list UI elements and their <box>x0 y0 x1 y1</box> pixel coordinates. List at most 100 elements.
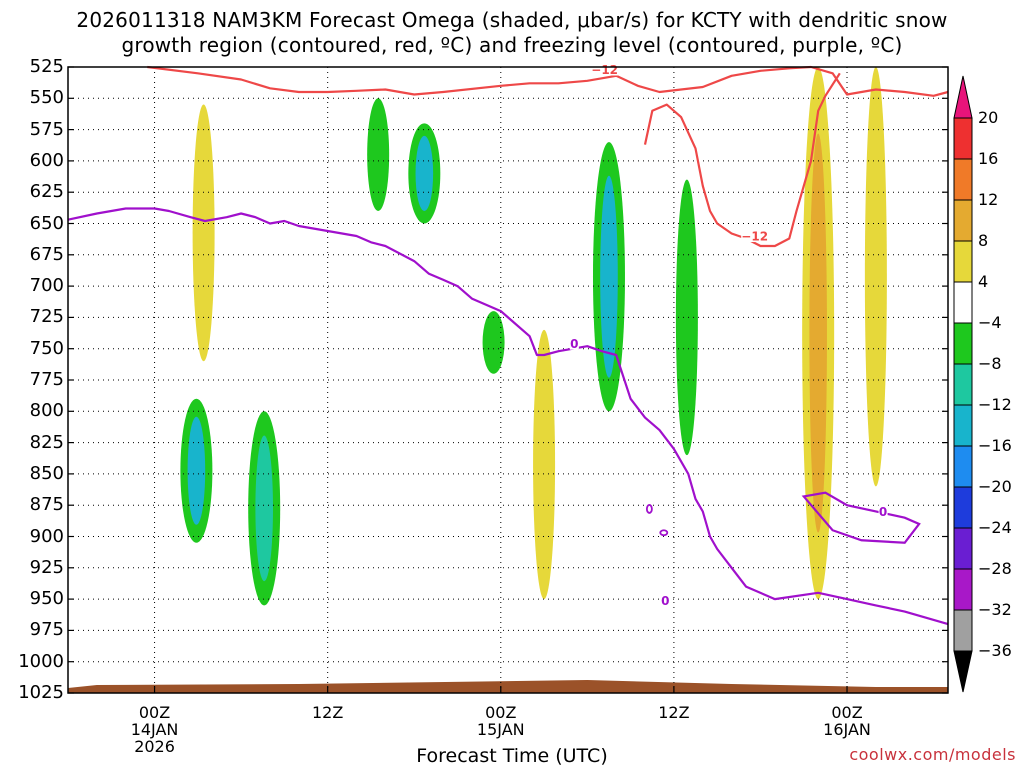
contour-dendritic_growth_lower_-12C <box>643 72 841 248</box>
colorbar-label: −24 <box>978 518 1012 537</box>
colorbar-label: 8 <box>978 231 989 250</box>
freezing-island-3 <box>659 529 669 537</box>
omega-region-8 <box>675 179 698 456</box>
colorbar-label: 4 <box>978 272 989 291</box>
contour-freezing_level_0C <box>67 207 949 626</box>
colorbar-box-2 <box>953 199 973 242</box>
y-tick-label: 900 <box>29 525 64 547</box>
colorbar-label: 20 <box>978 108 999 127</box>
colorbar-box-10 <box>953 527 973 570</box>
contour-label-freezing_c: 0 <box>879 505 887 519</box>
y-tick-label: 525 <box>29 56 64 77</box>
y-tick-label: 775 <box>29 369 64 390</box>
colorbar-label: −4 <box>978 313 1002 332</box>
x-tick-label-line: 00Z <box>831 703 863 722</box>
contour-label-bg-dgz_lower <box>741 229 769 243</box>
colorbar-box-11 <box>953 568 973 611</box>
x-tick-label-line: 12Z <box>312 703 344 722</box>
x-tick-label-line: 2026 <box>134 737 175 756</box>
y-tick-label: 725 <box>29 306 64 328</box>
colorbar-label: −36 <box>978 641 1012 660</box>
colorbar-box-12 <box>953 609 973 652</box>
contour-label-freezing_a: 0 <box>570 337 578 351</box>
colorbar-box-6 <box>953 363 973 406</box>
x-tick-label-line: 00Z <box>138 703 171 722</box>
colorbar-label: 16 <box>978 149 999 168</box>
y-tick-label: 575 <box>29 118 64 140</box>
y-tick-label: 875 <box>29 494 64 516</box>
omega-core-3 <box>415 135 434 211</box>
colorbar-label: −28 <box>978 559 1012 578</box>
colorbar-box-9 <box>953 486 973 529</box>
y-tick-label: 850 <box>29 462 64 484</box>
contour-layer <box>67 65 949 626</box>
colorbar-box-8 <box>953 445 973 488</box>
colorbar-label: 12 <box>978 190 999 209</box>
omega-core-7 <box>255 435 273 582</box>
y-tick-label: 750 <box>29 337 64 359</box>
colorbar-box-5 <box>953 322 973 365</box>
terrain-fill <box>68 680 948 693</box>
y-tick-label: 975 <box>29 619 64 641</box>
y-tick-label: 625 <box>29 181 64 203</box>
y-tick-label: 1025 <box>18 682 64 703</box>
x-tick-label-line: 15JAN <box>476 720 525 739</box>
x-tick-label-line: 00Z <box>485 703 517 722</box>
freezing-island-2 <box>645 504 653 514</box>
colorbar-label: −32 <box>978 600 1012 619</box>
y-tick-label: 800 <box>29 400 64 422</box>
y-tick-label: 600 <box>29 149 64 171</box>
y-tick-label: 950 <box>29 588 64 610</box>
omega-region-10 <box>864 66 887 487</box>
contour-label-bg-dgz_upper <box>591 62 619 76</box>
x-tick-label: 00Z 16JAN <box>807 704 887 738</box>
axis-ticks <box>68 66 948 694</box>
colorbar-box-1 <box>953 158 973 201</box>
chart-title-line1: 2026011318 NAM3KM Forecast Omega (shaded… <box>76 8 948 32</box>
contour-dendritic_growth_upper_-12C <box>147 65 949 97</box>
chart-title-line2: growth region (contoured, red, ºC) and f… <box>121 33 903 57</box>
colorbar-label: −16 <box>978 436 1012 455</box>
x-tick-label-line: 14JAN <box>130 720 179 739</box>
x-tick-label-line: 12Z <box>658 703 690 722</box>
colorbar <box>953 75 973 693</box>
omega-core-5 <box>600 175 618 378</box>
y-tick-label: 1000 <box>18 650 64 672</box>
x-tick-label: 00Z 14JAN 2026 <box>115 704 195 755</box>
colorbar-label: −12 <box>978 395 1012 414</box>
colorbar-top-triangle <box>953 75 973 119</box>
colorbar-box-0 <box>953 117 973 160</box>
omega-shading-layer <box>180 66 887 606</box>
colorbar-label: −20 <box>978 477 1012 496</box>
omega-core-6 <box>187 416 206 525</box>
contour-label-dgz_lower: −12 <box>741 230 768 244</box>
omega-region-2 <box>482 311 505 374</box>
x-tick-label: 12Z <box>288 704 368 721</box>
colorbar-box-4 <box>953 281 973 324</box>
contour-label-freezing_b: 0 <box>661 594 669 608</box>
contour-label-bg-freezing_a <box>569 336 579 350</box>
y-tick-label: 825 <box>29 431 64 453</box>
contour-label-bg-freezing_b <box>660 593 670 607</box>
contour-label-layer: −12 −12 0 0 0 <box>569 62 888 608</box>
colorbar-box-3 <box>953 240 973 283</box>
x-tick-label: 00Z 15JAN <box>461 704 541 738</box>
omega-core-9 <box>809 133 827 533</box>
contour-label-bg-freezing_c <box>878 504 888 518</box>
credit-text[interactable]: coolwx.com/models <box>849 745 1016 764</box>
colorbar-bottom-triangle <box>953 650 973 693</box>
x-tick-label: 12Z <box>634 704 714 721</box>
contour-label-dgz_upper: −12 <box>591 63 618 77</box>
y-tick-label: 675 <box>29 243 64 265</box>
y-tick-label: 550 <box>29 87 64 109</box>
y-tick-label: 925 <box>29 556 64 578</box>
x-tick-label-line: 16JAN <box>823 720 871 739</box>
freezing-island-1 <box>801 491 921 544</box>
colorbar-label: −8 <box>978 354 1002 373</box>
terrain-layer <box>68 680 948 693</box>
omega-region-1 <box>533 329 556 600</box>
y-tick-label: 700 <box>29 275 64 297</box>
y-tick-label: 650 <box>29 212 64 234</box>
colorbar-box-7 <box>953 404 973 447</box>
